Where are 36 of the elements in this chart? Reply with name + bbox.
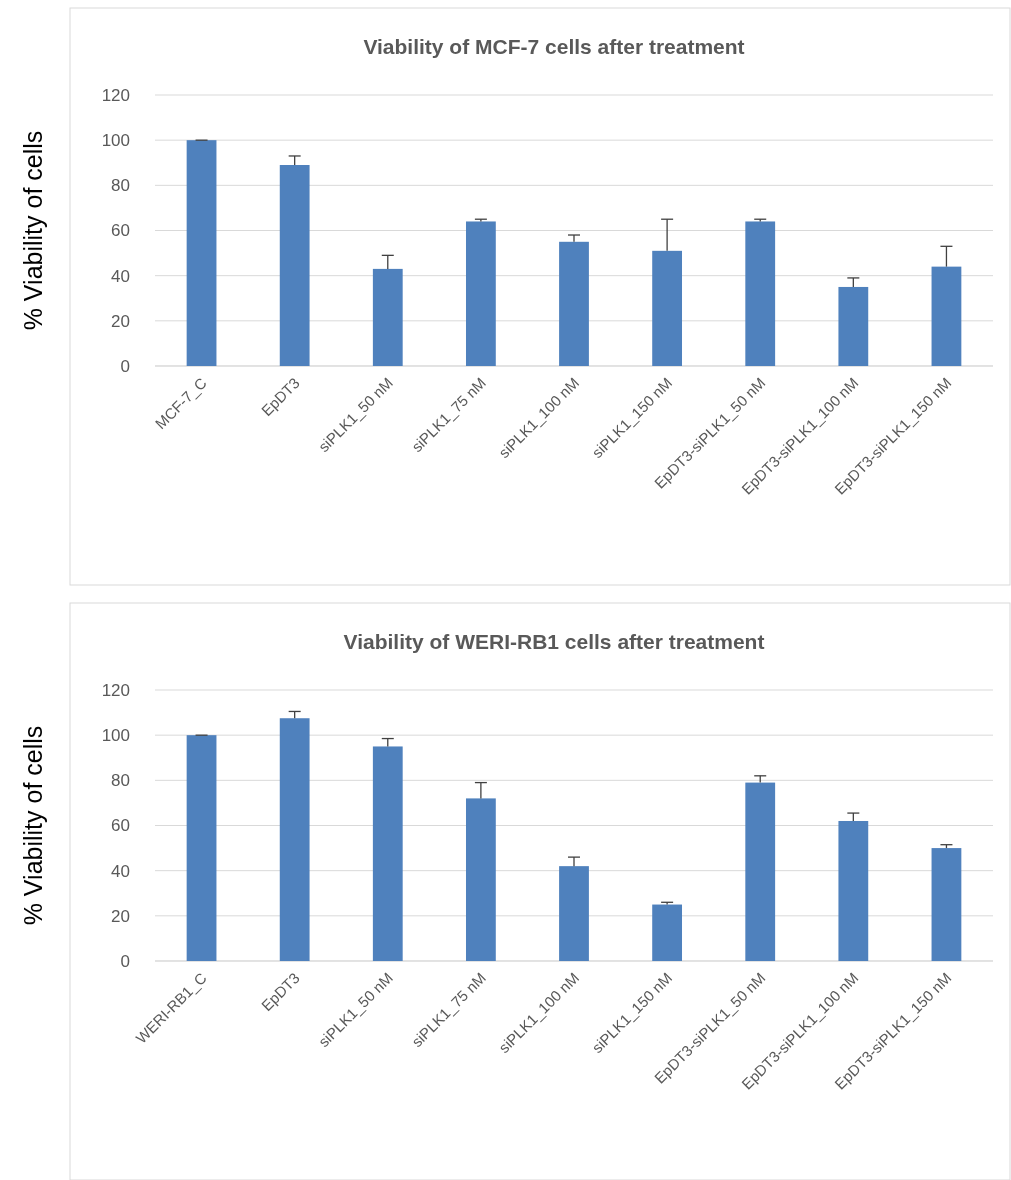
y-tick-label: 0 (120, 356, 130, 376)
bar (559, 241, 589, 366)
bar (745, 782, 776, 961)
bar (838, 820, 869, 961)
y-tick-label: 20 (111, 311, 130, 331)
bar (652, 904, 683, 961)
bar (372, 746, 403, 961)
bar (745, 221, 776, 366)
bar (186, 735, 217, 961)
y-tick-label: 120 (101, 85, 130, 105)
y-tick-label: 100 (101, 131, 130, 151)
y-tick-label: 80 (111, 176, 130, 196)
bar (559, 866, 589, 961)
chart-title: Viability of MCF-7 cells after treatment (363, 35, 745, 58)
bar (838, 286, 869, 366)
bar (279, 718, 310, 961)
y-tick-label: 0 (120, 951, 130, 971)
bar (931, 266, 962, 366)
bar (465, 221, 496, 366)
bar (465, 798, 496, 961)
y-tick-label: 80 (111, 771, 130, 791)
y-tick-label: 60 (111, 816, 130, 836)
bar (279, 165, 310, 366)
bar (652, 250, 683, 366)
y-tick-label: 100 (101, 726, 130, 746)
y-axis-title: % Viability of cells (19, 130, 47, 331)
y-axis-title: % Viability of cells (19, 725, 47, 926)
y-tick-label: 40 (111, 861, 130, 881)
bar (372, 268, 403, 366)
y-tick-label: 60 (111, 221, 130, 241)
bar (186, 140, 217, 366)
y-tick-label: 40 (111, 266, 130, 286)
y-tick-label: 120 (101, 680, 130, 700)
y-tick-label: 20 (111, 906, 130, 926)
bar (931, 848, 962, 961)
chart-title: Viability of WERI-RB1 cells after treatment (343, 630, 765, 653)
